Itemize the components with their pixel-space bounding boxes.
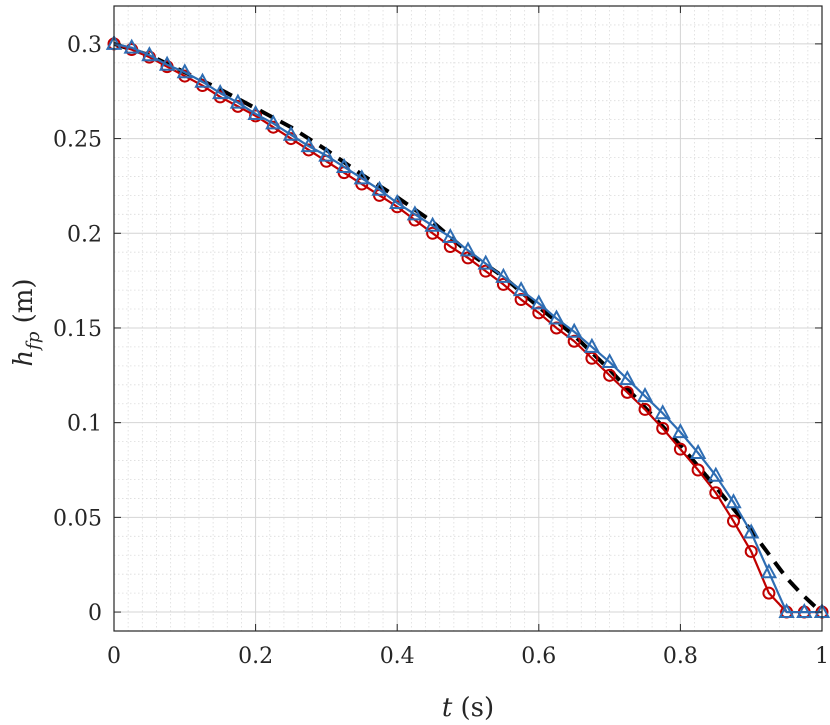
triangle-marker bbox=[123, 38, 140, 54]
triangle-marker bbox=[672, 423, 689, 439]
series-line bbox=[113, 42, 822, 614]
tick-layer: 0 0.2 0.4 0.6 0.8 1 0 0.05 0.1 0.15 0.2 0.25 0.3 bbox=[53, 6, 829, 669]
y-axis-unit: (m) bbox=[9, 278, 39, 331]
triangle-marker bbox=[265, 114, 282, 130]
triangle-marker bbox=[406, 205, 424, 221]
triangle-marker bbox=[760, 563, 778, 579]
circle-marker bbox=[620, 385, 634, 399]
triangle-marker bbox=[530, 294, 547, 310]
circle-marker bbox=[638, 402, 652, 416]
x-tick-label: 1 bbox=[815, 644, 829, 669]
circle-marker bbox=[656, 421, 670, 435]
series-dashed-black bbox=[113, 41, 824, 614]
triangle-marker bbox=[424, 216, 441, 232]
y-axis-symbol: h bbox=[9, 350, 39, 367]
triangle-marker bbox=[194, 72, 211, 88]
triangle-marker bbox=[495, 267, 512, 283]
triangle-marker bbox=[619, 370, 636, 386]
circle-marker bbox=[426, 226, 440, 240]
triangle-marker bbox=[141, 46, 158, 62]
y-tick-label: 0.2 bbox=[67, 222, 102, 247]
x-axis-label: t (s) bbox=[442, 693, 494, 723]
circle-marker bbox=[673, 442, 687, 456]
series-line bbox=[113, 41, 824, 614]
minor-grid bbox=[114, 5, 822, 632]
triangle-marker bbox=[548, 309, 565, 325]
y-tick-label: 0.25 bbox=[53, 128, 102, 153]
triangle-marker bbox=[512, 280, 530, 297]
circle-marker bbox=[691, 463, 705, 477]
series-layer bbox=[105, 34, 830, 619]
triangle-marker bbox=[353, 169, 370, 185]
triangle-marker bbox=[371, 180, 388, 196]
triangle-marker bbox=[778, 602, 795, 619]
triangle-marker bbox=[601, 352, 618, 369]
triangle-marker bbox=[583, 337, 601, 353]
triangle-marker bbox=[459, 241, 477, 257]
triangle-marker bbox=[318, 146, 335, 162]
circle-marker bbox=[514, 293, 528, 307]
y-axis-label: hfp (m) bbox=[9, 278, 44, 366]
circle-marker bbox=[496, 277, 510, 291]
triangle-marker bbox=[689, 443, 707, 459]
triangle-marker bbox=[212, 84, 229, 100]
x-axis-symbol: t bbox=[442, 693, 453, 723]
circle-marker bbox=[550, 321, 563, 335]
circle-marker bbox=[762, 586, 776, 600]
triangle-marker bbox=[176, 63, 193, 79]
y-tick-label: 0.15 bbox=[53, 317, 102, 342]
triangle-marker bbox=[442, 227, 459, 244]
x-tick-label: 0.4 bbox=[380, 644, 415, 669]
triangle-marker bbox=[654, 404, 671, 420]
x-axis-unit: (s) bbox=[452, 693, 494, 723]
triangle-marker bbox=[300, 137, 317, 153]
x-tick-label: 0.6 bbox=[521, 644, 556, 669]
triangle-marker bbox=[158, 55, 176, 71]
circle-marker bbox=[603, 368, 617, 382]
triangle-marker bbox=[566, 322, 583, 338]
circle-marker bbox=[479, 264, 493, 278]
y-tick-label: 0.3 bbox=[67, 33, 102, 58]
circle-marker bbox=[727, 514, 740, 528]
circle-marker bbox=[567, 334, 581, 348]
triangle-marker bbox=[725, 493, 742, 509]
x-tick-label: 0.8 bbox=[663, 644, 698, 669]
triangle-marker bbox=[707, 466, 724, 482]
series-blue-triangle bbox=[105, 34, 830, 619]
triangle-marker bbox=[389, 193, 406, 209]
triangle-marker bbox=[477, 254, 494, 270]
y-tick-label: 0.05 bbox=[53, 506, 102, 531]
circle-marker bbox=[461, 251, 475, 265]
x-tick-label: 0.2 bbox=[238, 644, 273, 669]
y-tick-label: 0.1 bbox=[67, 412, 102, 437]
triangle-marker bbox=[247, 104, 264, 120]
y-axis-subscript: fp bbox=[23, 331, 44, 352]
triangle-marker bbox=[743, 523, 760, 539]
triangle-marker bbox=[335, 157, 353, 173]
triangle-marker bbox=[229, 93, 247, 109]
circle-marker bbox=[744, 544, 758, 558]
triangle-marker bbox=[636, 387, 654, 403]
circle-marker bbox=[443, 240, 457, 254]
triangle-marker bbox=[282, 125, 300, 141]
x-tick-label: 0 bbox=[107, 644, 121, 669]
y-tick-label: 0 bbox=[88, 601, 102, 626]
circle-marker bbox=[709, 486, 723, 500]
triangle-marker bbox=[796, 602, 813, 619]
circle-marker bbox=[532, 306, 546, 320]
plot-frame bbox=[113, 5, 823, 632]
series-line bbox=[113, 42, 822, 614]
